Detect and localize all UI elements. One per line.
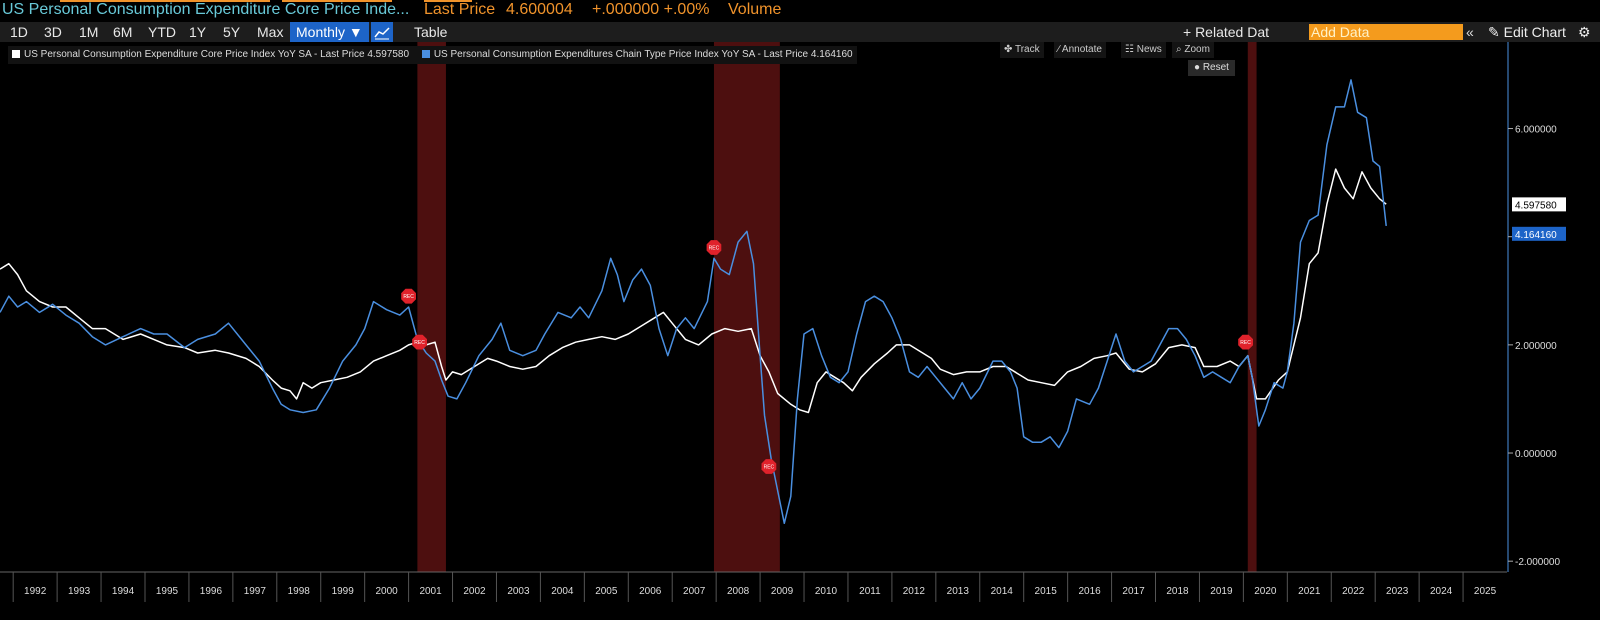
x-tick-label: 2022 [1342,586,1365,597]
title-underline-decoration [282,0,392,2]
x-tick-label: 2010 [815,586,838,597]
x-tick-label: 1995 [156,586,179,597]
range-3d-button[interactable]: 3D [44,24,62,40]
legend-label-headline[interactable]: US Personal Consumption Expenditures Cha… [433,49,853,60]
last-value-label-box [1512,197,1566,212]
chart-type-button[interactable] [371,22,393,42]
track-button[interactable]: ✤ Track [1000,42,1044,58]
x-tick-label: 2020 [1254,586,1277,597]
x-tick-label: 1999 [332,586,355,597]
reset-label: Reset [1202,62,1229,73]
edit-chart-button[interactable]: ✎ Edit Chart [1488,24,1566,40]
last-price-label: Last Price [424,1,496,18]
title-bar: US Personal Consumption Expenditure Core… [0,0,1600,22]
news-button[interactable]: ☷ News [1121,42,1166,58]
recession-marker-icon [761,459,777,474]
headline-pce-series-line [0,79,1387,525]
legend-swatch-core [12,50,20,59]
x-tick-label: 2016 [1078,586,1101,597]
recession-marker-icon [1238,334,1253,350]
y-tick-label: -2.000000 [1515,557,1560,568]
x-tick-label: 2013 [947,586,970,597]
annotate-button[interactable]: ∕ Annotate [1054,42,1106,58]
settings-icon[interactable]: ⚙ [1578,24,1591,40]
add-data-input[interactable]: Add Data [1309,24,1463,40]
line-chart-icon [374,27,390,40]
reset-icon: ● [1194,62,1203,73]
last-value-label: 4.164160 [1515,230,1557,241]
x-tick-label: 2019 [1210,586,1233,597]
x-tick-label: 2008 [727,586,750,597]
recession-marker-label: REC [403,294,414,300]
recession-marker-label: REC [1240,340,1251,346]
frequency-dropdown[interactable]: Monthly ▼ [290,22,369,42]
x-tick-label: 2001 [419,586,442,597]
last-price-value: 4.600004 [506,1,573,18]
x-tick-label: 2007 [683,586,706,597]
x-tick-label: 1996 [200,586,223,597]
title-underline-decoration [424,0,472,2]
volume-label: Volume [728,1,782,18]
x-tick-label: 2015 [1035,586,1058,597]
x-tick-label: 2009 [771,586,794,597]
x-tick-label: 1993 [68,586,91,597]
range-1d-button[interactable]: 1D [10,24,28,40]
x-tick-label: 2005 [595,586,618,597]
collapse-icon[interactable]: « [1466,24,1474,40]
zoom-button[interactable]: ⌕ Zoom [1172,42,1214,58]
chart-legend: US Personal Consumption Expenditure Core… [8,46,857,64]
x-axis-strip [0,572,1600,620]
x-tick-label: 2004 [551,586,574,597]
x-tick-label: 2025 [1474,586,1497,597]
y-tick-label: 0.000000 [1515,449,1557,460]
x-tick-label: 2011 [859,586,881,597]
x-tick-label: 1997 [244,586,267,597]
range-1y-button[interactable]: 1Y [189,24,207,40]
recession-marker-icon [412,334,427,350]
last-value-label-box [1512,226,1566,241]
x-tick-label: 2021 [1298,586,1321,597]
recession-marker-label: REC [764,465,775,471]
related-data-button[interactable]: + Related Dat [1183,24,1269,40]
x-tick-label: 2012 [903,586,926,597]
x-tick-label: 2017 [1122,586,1145,597]
x-tick-label: 2002 [463,586,486,597]
recession-marker-label: REC [414,340,425,346]
recession-band [417,42,446,572]
range-5y-button[interactable]: 5Y [223,24,241,40]
legend-label-core[interactable]: US Personal Consumption Expenditure Core… [24,49,410,60]
range-max-button[interactable]: Max [257,24,284,40]
y-tick-label: 6.000000 [1515,125,1557,136]
x-tick-label: 2000 [376,586,399,597]
x-tick-label: 2006 [639,586,662,597]
x-tick-label: 2018 [1166,586,1189,597]
security-title[interactable]: US Personal Consumption Expenditure Core… [2,1,410,18]
price-change: +.000000 +.00% [592,1,710,18]
core-pce-series-line [0,168,1387,414]
table-button[interactable]: Table [414,24,448,40]
toolbar: 1D 3D 1M 6M YTD 1Y 5Y Max Monthly ▼ Tabl… [0,22,1600,42]
range-6m-button[interactable]: 6M [113,24,133,40]
reset-button[interactable]: ● Reset [1188,60,1235,76]
x-tick-label: 2003 [507,586,530,597]
recession-band [1247,42,1257,572]
range-ytd-button[interactable]: YTD [148,24,176,40]
recession-band [713,42,780,572]
x-tick-label: 2023 [1386,586,1409,597]
x-tick-label: 1998 [288,586,311,597]
recession-marker-icon [401,288,416,304]
x-tick-label: 1994 [112,586,135,597]
recession-marker-icon [706,240,722,255]
legend-swatch-headline [421,50,430,59]
range-1m-button[interactable]: 1M [79,24,99,40]
x-tick-label: 2014 [991,586,1014,597]
x-tick-label: 2024 [1430,586,1453,597]
recession-marker-label: REC [709,246,720,252]
y-tick-label: 2.000000 [1515,341,1557,352]
title-underline-decoration [60,0,270,2]
last-value-label: 4.597580 [1515,200,1557,211]
x-tick-label: 1992 [24,586,47,597]
